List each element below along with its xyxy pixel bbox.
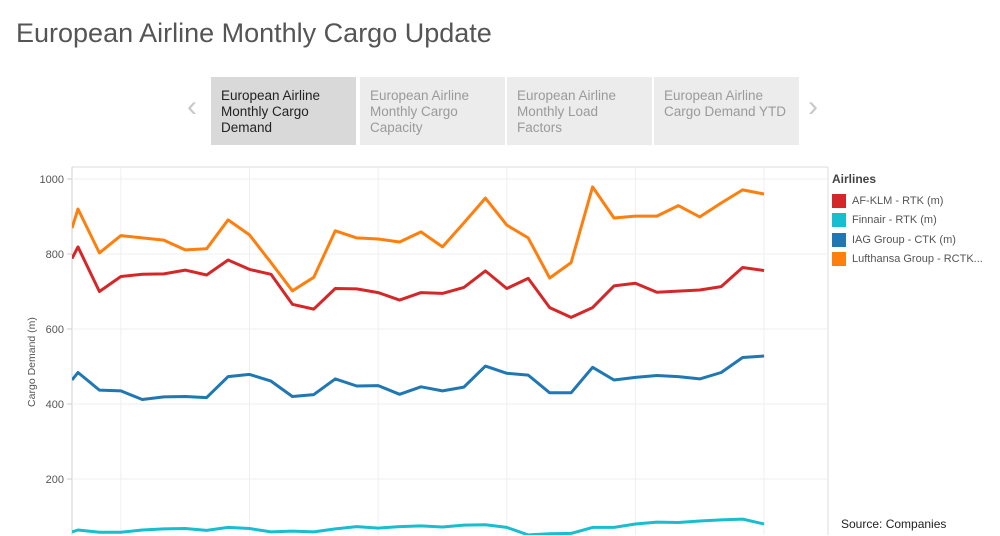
series-line-0[interactable] [72,245,765,319]
legend-swatch [832,252,846,267]
legend: Airlines AF-KLM - RTK (m) Finnair - RTK (… [832,172,983,269]
y-tick-label: 1000 [40,174,64,186]
legend-item[interactable]: IAG Group - CTK (m) [832,230,983,250]
series-line-3[interactable] [72,185,765,293]
y-axis: 200 400 600 800 1000 [40,174,72,486]
series-line-1[interactable] [72,517,765,535]
y-axis-label: Cargo Demand (m) [26,317,38,407]
series-lines [72,185,765,535]
legend-item[interactable]: AF-KLM - RTK (m) [832,191,983,211]
tab-cargo-demand-ytd[interactable]: European Airline Cargo Demand YTD [654,77,799,145]
tab-cargo-demand[interactable]: European Airline Monthly Cargo Demand [211,77,356,145]
page-title: European Airline Monthly Cargo Update [16,18,492,48]
series-line-2[interactable] [72,354,765,401]
y-tick-label: 800 [46,249,64,261]
chevron-left-icon[interactable]: ‹ [187,90,197,123]
y-tick-label: 200 [46,474,64,486]
legend-title: Airlines [832,172,877,186]
legend-swatch [832,232,846,247]
chevron-right-icon[interactable]: › [808,90,818,123]
legend-label: Lufthansa Group - RCTK... [852,253,983,266]
tab-cargo-capacity[interactable]: European Airline Monthly Cargo Capacity [360,77,505,145]
legend-item[interactable]: Finnair - RTK (m) [832,211,983,231]
legend-label: AF-KLM - RTK (m) [852,194,944,207]
source-note: Source: Companies [841,517,947,531]
legend-item[interactable]: Lufthansa Group - RCTK... [832,250,983,270]
legend-swatch [832,213,846,228]
legend-label: IAG Group - CTK (m) [852,233,956,246]
legend-label: Finnair - RTK (m) [852,214,937,227]
tab-load-factors[interactable]: European Airline Monthly Load Factors [507,77,652,145]
y-tick-label: 400 [46,399,64,411]
y-tick-label: 600 [46,324,64,336]
legend-swatch [832,193,846,208]
grid [71,166,829,535]
